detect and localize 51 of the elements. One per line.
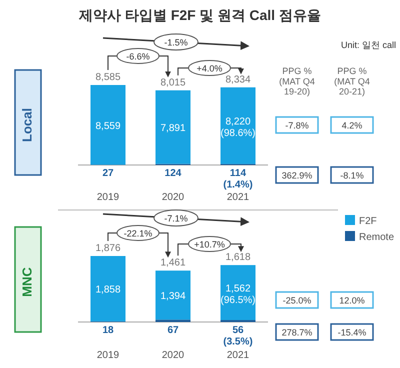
legend-label: F2F — [359, 216, 377, 227]
legend-label: Remote — [359, 232, 394, 243]
text: -6.6% — [126, 52, 150, 62]
data-label: 18 — [102, 325, 114, 336]
data-label: 67 — [167, 325, 179, 336]
data-label: 1,562 (96.5%) — [220, 284, 256, 306]
bar — [156, 90, 190, 164]
x-tick-label: 2019 — [96, 192, 120, 203]
text: +10.7% — [194, 240, 225, 250]
text: +4.0% — [196, 64, 222, 74]
x-tick-label: 2020 — [162, 350, 185, 361]
total-label: 8,334 — [225, 74, 251, 86]
total-label: 8,015 — [160, 77, 186, 88]
text: Unit: 일천 call — [340, 40, 396, 50]
text: -7.8% — [285, 120, 309, 130]
text: -1.5% — [164, 38, 188, 48]
data-label: 114 (1.4%) — [223, 168, 253, 190]
text: -8.1% — [340, 170, 364, 180]
data-label: 1,394 — [160, 291, 186, 302]
x-tick-label: 2021 — [226, 350, 250, 361]
y-axis-title: Local — [19, 108, 34, 142]
text: PPG % (MAT Q4 19-20) — [279, 66, 315, 97]
total-label: 1,618 — [225, 252, 251, 264]
text: PPG % (MAT Q4 20-21) — [334, 66, 370, 97]
text: 362.9% — [282, 170, 312, 180]
data-label: 7,891 — [160, 123, 186, 134]
bar — [220, 87, 256, 164]
chart-title: 제약사 타입별 F2F 및 원격 Call 점유율 — [78, 7, 321, 23]
text: -15.4% — [338, 328, 366, 338]
text: 4.2% — [342, 120, 362, 130]
text: 12.0% — [339, 296, 365, 306]
data-label: 1,858 — [95, 284, 121, 296]
y-axis-title: MNC — [19, 266, 34, 297]
data-label: 27 — [102, 168, 114, 179]
text: 278.7% — [282, 328, 312, 338]
total-label: 1,461 — [160, 258, 186, 269]
data-label: 124 — [164, 168, 182, 179]
text: -22.1% — [124, 228, 152, 238]
data-label: 8,559 — [95, 120, 121, 132]
x-tick-label: 2020 — [162, 192, 185, 203]
bar — [90, 85, 126, 165]
data-label: 8,220 (98.6%) — [220, 116, 256, 140]
x-tick-label: 2021 — [226, 192, 250, 203]
total-label: 1,876 — [95, 243, 121, 254]
x-tick-label: 2019 — [96, 350, 120, 361]
text: -25.0% — [282, 296, 312, 306]
bar — [90, 256, 126, 322]
data-label: 56 (3.5%) — [223, 325, 253, 348]
text: -7.1% — [164, 214, 188, 224]
bar — [156, 270, 190, 320]
total-label: 8,585 — [95, 72, 121, 83]
